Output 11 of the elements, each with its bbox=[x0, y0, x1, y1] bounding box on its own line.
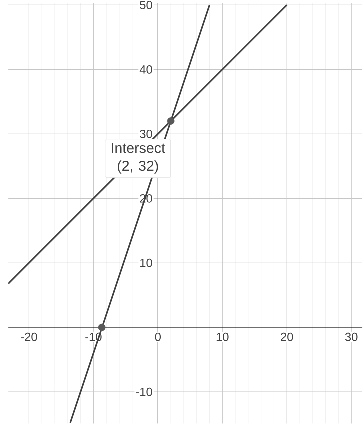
y-tick-label: 50 bbox=[140, 0, 152, 10]
y-tick-label: 40 bbox=[140, 65, 152, 74]
annotation: Intersect (2, 32) bbox=[112, 143, 166, 174]
x-tick-label: 10 bbox=[216, 332, 229, 342]
y-tick-label: 30 bbox=[140, 130, 152, 138]
x-tick-label: 0 bbox=[155, 332, 162, 342]
x-tick-label: 30 bbox=[345, 332, 358, 342]
y-tick-label: 10 bbox=[140, 258, 152, 268]
y-tick-label: -10 bbox=[136, 388, 152, 396]
x-tick-label: 20 bbox=[281, 332, 294, 342]
x-tick-label: -20 bbox=[21, 332, 38, 342]
